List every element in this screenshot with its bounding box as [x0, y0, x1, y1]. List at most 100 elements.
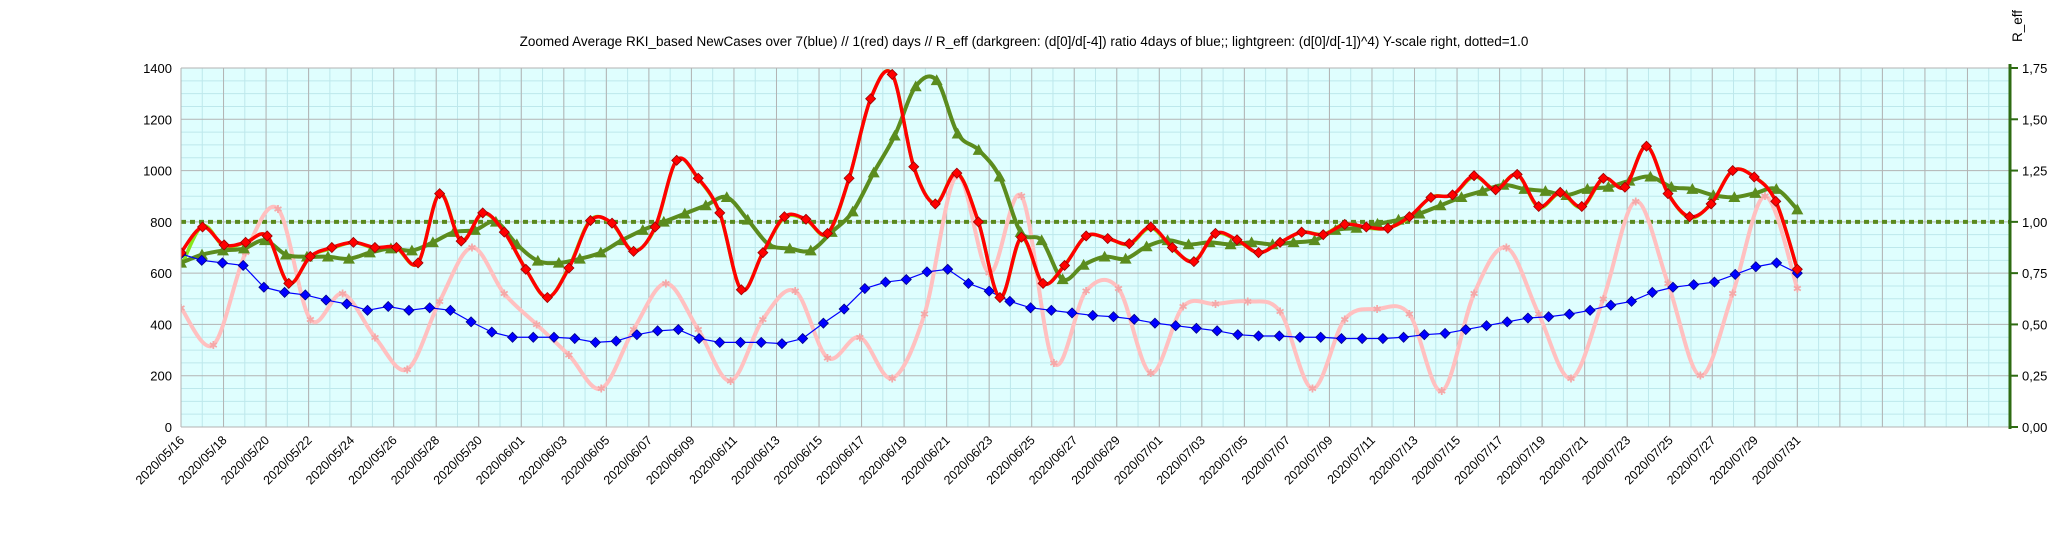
data-point: ✱: [1793, 283, 1802, 296]
data-point: [783, 242, 796, 254]
data-point: [886, 68, 898, 80]
series-0: [181, 248, 1803, 350]
data-point: [240, 236, 252, 248]
data-point: [1371, 217, 1384, 229]
data-point: [692, 172, 704, 184]
data-point: ✱: [726, 375, 735, 388]
data-point: [196, 254, 208, 266]
data-point: [714, 207, 726, 219]
data-point: [342, 252, 355, 264]
data-point: [1584, 304, 1596, 316]
data-point: ✱: [564, 349, 573, 362]
data-point: [237, 242, 250, 254]
data-point: [951, 167, 963, 179]
data-point: [1015, 231, 1028, 243]
data-point: [1231, 234, 1243, 246]
data-point: [859, 282, 871, 295]
data-point: [573, 252, 586, 264]
data-point: [1576, 200, 1588, 213]
data-point: [465, 316, 477, 328]
series-line: [181, 173, 1800, 394]
series-layer: ✱ ✱ ✱ ✱ ✱ ✱ ✱ ✱ ✱ ✱ ✱ ✱ ✱ ✱ ✱ ✱ ✱ ✱ ✱ ✱ ✱ ✱ ✱ ✱ ✱ ✱ ✱ ✱ ✱ ✱ ✱ ✱ ✱ ✱ ✱ ✱ ✱ ✱ ✱ ✱…: [181, 68, 1804, 398]
data-point: [693, 332, 705, 345]
data-point: [776, 338, 788, 350]
data-point: [734, 336, 747, 348]
data-point: [498, 226, 510, 238]
data-point: [1123, 238, 1135, 250]
data-point: [657, 215, 670, 227]
data-point: [569, 332, 581, 345]
data-point: ✱: [661, 277, 670, 290]
y-tick-label: 400: [150, 317, 172, 332]
data-point: ✱: [1728, 288, 1737, 301]
data-point: [1727, 165, 1739, 177]
data-point: ✱: [1405, 308, 1414, 321]
data-point: [1339, 218, 1351, 230]
data-point: [929, 198, 941, 210]
data-point: [1425, 191, 1437, 204]
data-point: ✱: [273, 203, 282, 216]
data-point: [921, 266, 933, 278]
right-axis-label: R_eff: [2010, 10, 2025, 42]
data-point: [403, 304, 415, 316]
data-point: ✱: [1760, 190, 1769, 203]
data-point: [563, 262, 575, 274]
data-point: ✱: [1437, 385, 1446, 398]
data-point: [1287, 236, 1300, 248]
data-point: [821, 227, 834, 239]
y-tick-label: 1000: [143, 164, 172, 179]
data-point: [1252, 330, 1265, 342]
data-point: [1209, 227, 1222, 239]
data-point: [218, 239, 230, 251]
data-point: [1382, 222, 1394, 234]
series-4: ✱ ✱ ✱ ✱ ✱ ✱ ✱ ✱ ✱ ✱ ✱ ✱ ✱ ✱ ✱ ✱ ✱ ✱ ✱ ✱ ✱ ✱ ✱ ✱ ✱ ✱ ✱ ✱ ✱ ✱ ✱ ✱ ✱ ✱ ✱ ✱ ✱ ✱ ✱ ✱…: [181, 170, 1802, 398]
left-axis-ticks: 0 200 400 600 800 1000 1200 1400: [143, 61, 172, 435]
data-point: ✱: [1017, 190, 1026, 203]
data-point: [1511, 168, 1523, 180]
data-point: [993, 170, 1006, 182]
data-point: [1035, 234, 1048, 246]
data-point: [1170, 320, 1182, 332]
data-point: ✱: [500, 288, 509, 301]
data-point: [390, 241, 403, 254]
data-point: [1455, 191, 1468, 203]
data-point: [1066, 307, 1078, 319]
data-point: [1077, 258, 1090, 270]
data-point: [321, 250, 334, 262]
data-point: [972, 144, 985, 155]
data-point: ✱: [1114, 283, 1123, 296]
data-point: [1128, 313, 1140, 325]
data-point: ✱: [1372, 303, 1381, 316]
y2-tick-label: 0,50: [2022, 317, 2047, 332]
data-point: [1356, 332, 1368, 345]
data-point: [216, 257, 229, 269]
data-point: [424, 302, 436, 314]
data-point: [1188, 256, 1200, 268]
data-point: ✱: [694, 324, 703, 337]
data-point: ✱: [1275, 306, 1284, 319]
data-point: [1145, 221, 1157, 233]
data-point: [652, 325, 664, 337]
data-point: [369, 241, 381, 254]
axes: [180, 64, 2012, 429]
data-point: [671, 154, 683, 166]
data-point: [541, 291, 553, 304]
data-point: ✱: [629, 324, 638, 337]
data-point: [261, 230, 273, 242]
data-point: [363, 246, 376, 258]
data-point: [900, 273, 912, 286]
data-point: [1004, 295, 1016, 307]
data-point: ✱: [338, 288, 347, 301]
data-point: [1119, 252, 1132, 264]
data-point: [1056, 273, 1069, 285]
data-point: [930, 74, 943, 86]
data-point: [1771, 257, 1783, 269]
data-point: [1539, 185, 1552, 196]
data-point: [1315, 331, 1327, 343]
data-point: [258, 281, 270, 293]
data-point: [1729, 268, 1741, 280]
y2-tick-label: 1,25: [2022, 164, 2047, 179]
data-point: [1770, 195, 1782, 207]
data-point: [1602, 180, 1615, 192]
data-point: [962, 277, 975, 289]
